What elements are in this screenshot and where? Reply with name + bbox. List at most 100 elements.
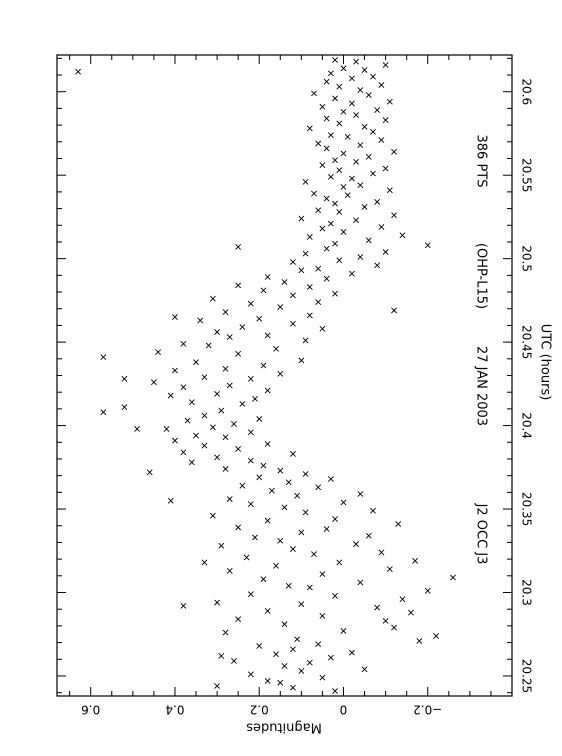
data-point [264, 274, 271, 280]
data-point [264, 332, 271, 339]
data-point [302, 178, 309, 185]
magnitude-tick-label: −0.2 [413, 703, 442, 717]
data-point [315, 265, 322, 272]
data-point [332, 516, 338, 522]
data-point [277, 467, 284, 474]
data-point [201, 442, 208, 449]
data-point [332, 57, 338, 63]
data-point [260, 462, 267, 469]
data-point [256, 643, 263, 649]
data-point [281, 663, 288, 669]
data-point [336, 120, 343, 127]
data-point [260, 362, 267, 369]
data-point [365, 237, 372, 244]
data-point [407, 609, 414, 616]
data-point [361, 666, 368, 673]
data-point [247, 429, 254, 436]
data-point [374, 107, 381, 114]
data-point [209, 295, 216, 302]
data-point [214, 329, 221, 336]
data-point [391, 624, 397, 631]
data-point [226, 567, 233, 574]
data-point [201, 374, 208, 381]
data-point [327, 132, 334, 139]
data-point [260, 287, 267, 294]
data-point [370, 170, 376, 177]
magnitude-axis-ticks: −0.2 0 0.2 0.4 0.6 [69, 55, 492, 717]
data-point [226, 382, 233, 389]
data-point [353, 112, 360, 119]
data-point [382, 165, 389, 172]
data-point [327, 654, 334, 661]
data-point [348, 270, 355, 277]
data-point [370, 507, 376, 514]
data-point [235, 350, 242, 357]
data-point [222, 629, 229, 636]
data-point [336, 167, 343, 174]
data-point [222, 466, 229, 472]
data-point [273, 562, 279, 569]
data-point [319, 674, 326, 681]
data-point [332, 200, 338, 207]
data-point [424, 587, 431, 594]
data-point [340, 627, 347, 634]
data-point [336, 257, 343, 264]
data-point [222, 434, 229, 441]
data-point [239, 324, 246, 331]
data-point [353, 58, 360, 65]
data-point [298, 529, 305, 536]
data-point [340, 150, 347, 157]
data-point [302, 471, 309, 477]
data-point [386, 566, 393, 573]
title-part-date: 27 JAN 2003 [474, 346, 489, 426]
data-point [311, 551, 317, 558]
data-point [184, 417, 191, 424]
data-point [256, 315, 263, 322]
data-point [374, 262, 381, 269]
data-point [290, 546, 296, 553]
data-point [134, 425, 140, 432]
data-point [285, 479, 292, 486]
data-point [323, 245, 330, 252]
data-point [416, 637, 423, 644]
data-point [323, 145, 330, 152]
data-point [332, 240, 338, 247]
data-point [235, 524, 242, 531]
data-point [268, 487, 275, 494]
data-point [386, 98, 393, 105]
data-point [323, 78, 330, 85]
data-point [209, 512, 216, 519]
data-point [163, 425, 170, 432]
utc-tick-label: 20.3 [520, 579, 534, 606]
data-point [252, 395, 258, 402]
data-point [298, 357, 305, 364]
data-point [353, 158, 360, 165]
data-point [172, 367, 178, 374]
data-point [319, 612, 326, 619]
data-point [180, 449, 187, 456]
data-point [247, 591, 254, 598]
data-point [290, 684, 296, 691]
data-point [172, 437, 178, 444]
data-point [361, 123, 368, 130]
data-point [277, 537, 284, 544]
data-point [231, 420, 237, 427]
utc-tick-label: 20.45 [520, 325, 534, 359]
data-point [319, 162, 326, 169]
data-point [298, 668, 305, 674]
data-point [294, 492, 301, 499]
data-point [340, 65, 347, 72]
data-point [155, 349, 162, 356]
data-point [365, 532, 372, 539]
data-point [332, 95, 338, 102]
data-point [319, 225, 326, 232]
data-point [277, 679, 284, 686]
data-point [340, 229, 347, 235]
data-point [370, 128, 376, 135]
data-point [180, 340, 187, 347]
data-point [150, 379, 157, 386]
data-point [302, 250, 309, 257]
data-point [290, 259, 296, 265]
title-part-site: (OHP-L15) [474, 243, 489, 309]
